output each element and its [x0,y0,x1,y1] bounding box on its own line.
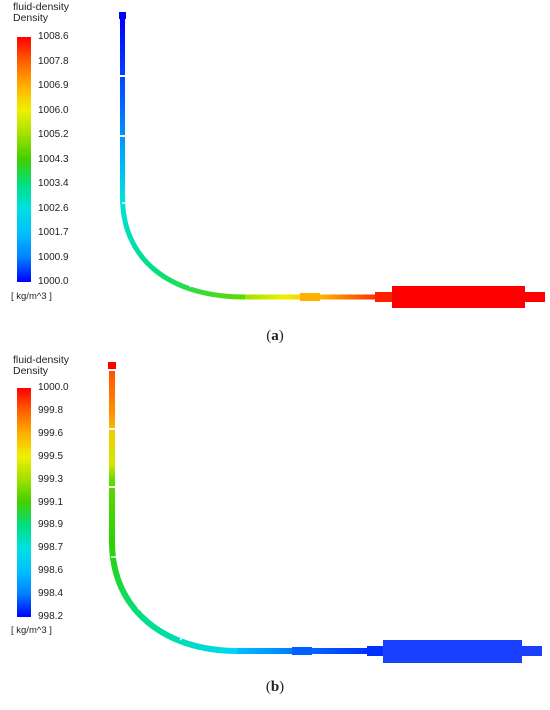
caption-open: ( [266,328,272,344]
caption-close: ) [278,328,284,344]
colorbar-tick-label: 1006.0 [38,104,69,116]
colorbar-tick-label: 999.8 [38,404,64,416]
colorbar-tick-label: 998.6 [38,565,64,577]
outlet-section [525,292,545,302]
legend-title-line2: Density [13,12,49,24]
pipe-joint [108,486,116,488]
pipe-joint [137,603,146,610]
legend-title: fluid-density Density [13,2,69,24]
colorbar-tick-label: 999.3 [38,473,64,485]
panel-b: fluid-density Density 1000.0 999.8 999.6 99… [0,355,550,710]
pipe-joint [179,634,186,641]
colorbar-tick-label: 1007.8 [38,55,69,67]
colorbar-tick-label: 1008.6 [38,31,69,42]
outlet-section [522,646,542,656]
legend-title-line1: fluid-density [13,1,70,13]
pipe-contour [119,12,545,308]
colorbar [17,388,31,617]
pipe-joint [119,135,126,137]
pipe-vertical-section [109,369,115,542]
colorbar-tick-label: 1006.9 [38,80,69,91]
colorbar-tick-label: 1003.4 [38,178,69,189]
colorbar-tick-label: 998.2 [38,611,64,622]
colorbar-tick-label: 1000.0 [38,382,69,393]
figure-caption: (b) [0,679,550,696]
pipe-coupling [292,647,312,655]
colorbar-tick-label: 999.1 [38,496,64,508]
caption-letter: b [270,679,280,695]
unit-label: [ kg/m^3 ] [11,291,52,302]
legend-title-line2: Density [13,365,49,377]
unit-label: [ kg/m^3 ] [11,625,52,636]
legend-title-line1: fluid-density [13,354,70,366]
pipe-vertical-section [120,19,125,197]
colorbar-tick-label: 1005.2 [38,129,69,140]
legend-title: fluid-density Density [13,355,69,377]
colorbar-tick-label: 998.4 [38,588,64,600]
pipe-contour [108,362,542,663]
pipe-joint [108,428,116,430]
pipe-bend [120,196,246,300]
caption-open: ( [265,679,271,695]
colorbar-tick-label: 998.7 [38,542,64,554]
colorbar-tick-label: 1000.9 [38,251,69,263]
colorbar [17,37,31,282]
caption-close: ) [279,679,285,695]
colorbar-tick-label: 1000.0 [38,276,69,287]
colorbar-tick-label: 1002.6 [38,202,69,214]
figure-caption: (a) [0,328,550,345]
pipe-inlet-cap [108,362,116,369]
pipe-coupling [300,293,320,301]
pipe-inlet-cap [119,12,126,19]
enlarged-section-left [367,646,383,656]
enlarged-section [392,286,525,308]
colorbar-tick-label: 998.9 [38,519,64,531]
colorbar-tick-label: 999.6 [38,427,64,439]
colorbar-tick-label: 1004.3 [38,153,69,165]
pipe-bend [109,541,238,654]
colorbar-tick-label: 1001.7 [38,227,69,238]
pipe-joint [148,251,157,257]
enlarged-section [383,640,522,663]
panel-a: fluid-density Density 1008.6 1007.8 1006.9… [0,0,550,352]
caption-letter: a [271,328,279,344]
pipe-joint [119,75,126,77]
enlarged-section-left [375,292,392,302]
pipe-joint [108,369,116,371]
pipe-joint [189,282,196,288]
colorbar-tick-label: 999.5 [38,450,64,462]
